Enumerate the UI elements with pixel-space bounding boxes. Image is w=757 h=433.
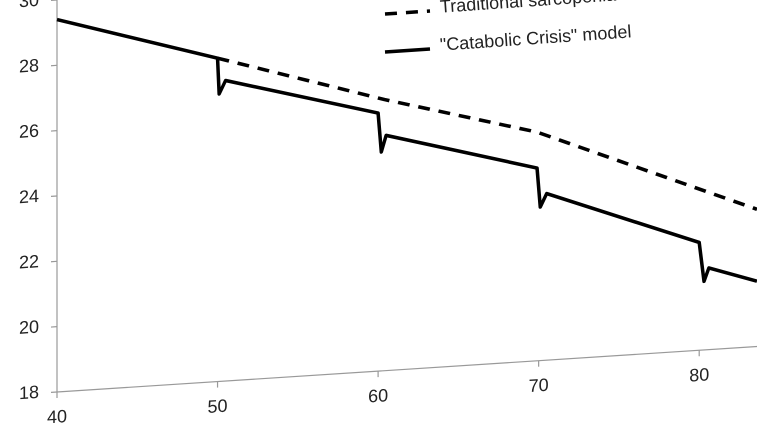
y-tick-label: 28 [19,55,39,76]
legend-swatch [384,9,431,16]
legend-label: "Catabolic Crisis" model [439,21,632,54]
series-line [56,17,757,284]
series-line [217,56,757,211]
legend-label: Traditional sarcopenia model [439,0,670,17]
x-tick-label: 50 [208,396,228,417]
x-tick-label: 80 [689,364,709,385]
x-tick-label: 60 [368,385,388,406]
y-tick-label: 26 [19,121,39,142]
x-tick-label: 40 [47,406,67,427]
y-tick-label: 24 [19,186,39,207]
legend-swatch [384,47,431,54]
plot-area: 18 20 22 24 26 28 30 40 50 60 70 80 [19,0,757,427]
y-tick-label: 22 [19,251,39,272]
y-tick-label: 20 [19,317,39,338]
x-axis [57,345,757,393]
y-tick-label: 30 [19,0,39,11]
y-tick-label: 18 [19,382,39,403]
legend: Traditional sarcopenia model "Catabolic C… [384,0,671,55]
x-tick-label: 70 [529,375,549,396]
